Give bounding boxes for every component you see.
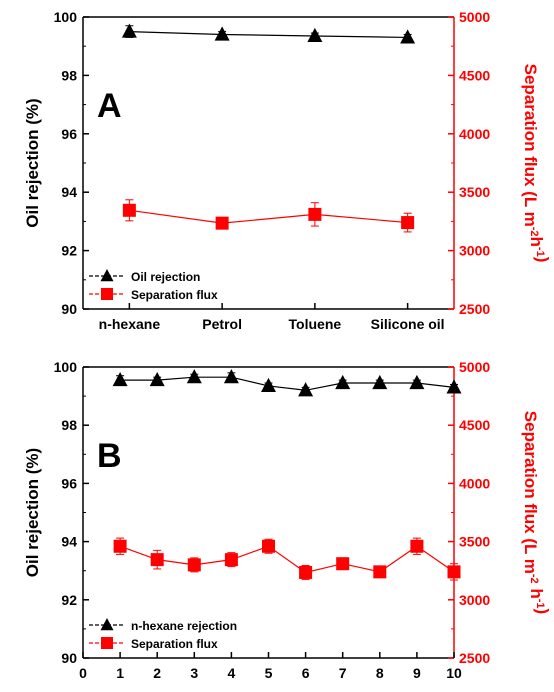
x-tick-label: n-hexane [99, 316, 161, 332]
y-axis-left-title: Oil rejection (%) [23, 448, 42, 577]
y-tick-label-left: 96 [61, 475, 77, 491]
y-tick-label-left: 92 [61, 243, 77, 259]
x-tick-label: 0 [79, 665, 87, 681]
y-tick-label-right: 3500 [459, 534, 490, 550]
data-point-triangle [400, 29, 416, 44]
y-tick-label-left: 94 [61, 184, 77, 200]
series-line-1 [119, 545, 455, 574]
data-point-square [113, 539, 127, 553]
data-point-triangle [446, 379, 462, 394]
y-axis-right-title: Separation flux (L m-2 h-1) [521, 411, 552, 614]
legend-label: Separation flux [131, 637, 218, 651]
y-tick-label-left: 92 [61, 592, 77, 608]
y-tick-label-right: 3500 [459, 184, 490, 200]
data-point-triangle [149, 371, 165, 387]
y-tick-label-left: 100 [54, 359, 78, 375]
x-tick-label: Toluene [289, 316, 342, 332]
data-point-square [410, 539, 424, 553]
data-point-triangle [261, 377, 276, 392]
panel-label: B [97, 437, 122, 475]
y-tick-label-right: 3000 [459, 243, 490, 259]
chart-panel-a: 90 92 94 96 98 100 2500 3000 3500 4000 4500 5000 n-h… [23, 9, 552, 332]
y-tick-label-left: 94 [61, 534, 77, 550]
data-point-square [299, 565, 313, 579]
y-tick-label-right: 4000 [459, 126, 490, 142]
data-point-square [373, 565, 387, 579]
legend-label: Oil rejection [131, 270, 200, 284]
x-tick-label: Petrol [202, 316, 242, 332]
data-point-triangle [186, 369, 202, 384]
series-line-1 [129, 209, 408, 224]
legend-marker-square [101, 288, 113, 300]
y-tick-label-left: 90 [61, 650, 77, 666]
x-tick-label: 4 [228, 665, 236, 681]
data-point-triangle [372, 374, 388, 390]
x-tick-label: 5 [265, 665, 273, 681]
legend-label: n-hexane rejection [131, 619, 237, 633]
data-point-triangle [112, 371, 128, 387]
x-tick-label: 10 [446, 665, 462, 681]
data-point-square [187, 558, 201, 572]
x-tick-label: 9 [413, 665, 421, 681]
data-point-square [401, 216, 415, 230]
data-point-triangle [223, 369, 239, 384]
y-axis-right-title: Separation flux (L m-2h-1) [521, 64, 552, 263]
y-tick-label-left: 98 [61, 417, 77, 433]
y-tick-label-right: 2500 [459, 301, 490, 317]
y-tick-label-right: 5000 [459, 9, 490, 25]
data-point-triangle [121, 23, 137, 38]
x-tick-label: 8 [376, 665, 384, 681]
x-tick-label: Silicone oil [371, 316, 445, 332]
y-tick-label-right: 3000 [459, 592, 490, 608]
data-point-triangle [214, 26, 230, 41]
y-tick-label-right: 2500 [459, 650, 490, 666]
data-point-square [262, 539, 275, 553]
data-point-square [224, 553, 238, 567]
legend-marker-triangle [100, 617, 114, 631]
data-point-triangle [298, 382, 314, 397]
y-axis-left-title: Oil rejection (%) [23, 98, 42, 227]
y-tick-label-left: 90 [61, 301, 77, 317]
y-tick-label-left: 96 [61, 126, 77, 142]
y-tick-label-right: 4500 [459, 67, 490, 83]
legend-marker-square [101, 637, 113, 649]
x-tick-label: 3 [190, 665, 198, 681]
x-tick-label: 2 [153, 665, 161, 681]
y-tick-label-right: 5000 [459, 359, 490, 375]
panel-label: A [97, 87, 122, 125]
data-point-square [150, 553, 164, 567]
legend-label: Separation flux [131, 288, 218, 302]
data-point-square [215, 216, 229, 230]
data-point-triangle [335, 374, 351, 390]
data-point-square [308, 207, 322, 221]
data-point-triangle [307, 27, 323, 43]
y-tick-label-left: 98 [61, 67, 77, 83]
y-tick-label-right: 4500 [459, 417, 490, 433]
x-tick-label: 1 [116, 665, 124, 681]
data-point-triangle [409, 374, 425, 390]
y-tick-label-left: 100 [54, 9, 78, 25]
legend-marker-triangle [100, 268, 114, 282]
data-point-square [122, 203, 136, 217]
data-point-square [447, 565, 461, 579]
series-line-0 [129, 31, 408, 39]
series-line-0 [120, 376, 455, 391]
y-tick-label-right: 4000 [459, 475, 490, 491]
x-tick-label: 6 [302, 665, 310, 681]
data-point-square [336, 557, 350, 571]
x-tick-label: 7 [339, 665, 347, 681]
